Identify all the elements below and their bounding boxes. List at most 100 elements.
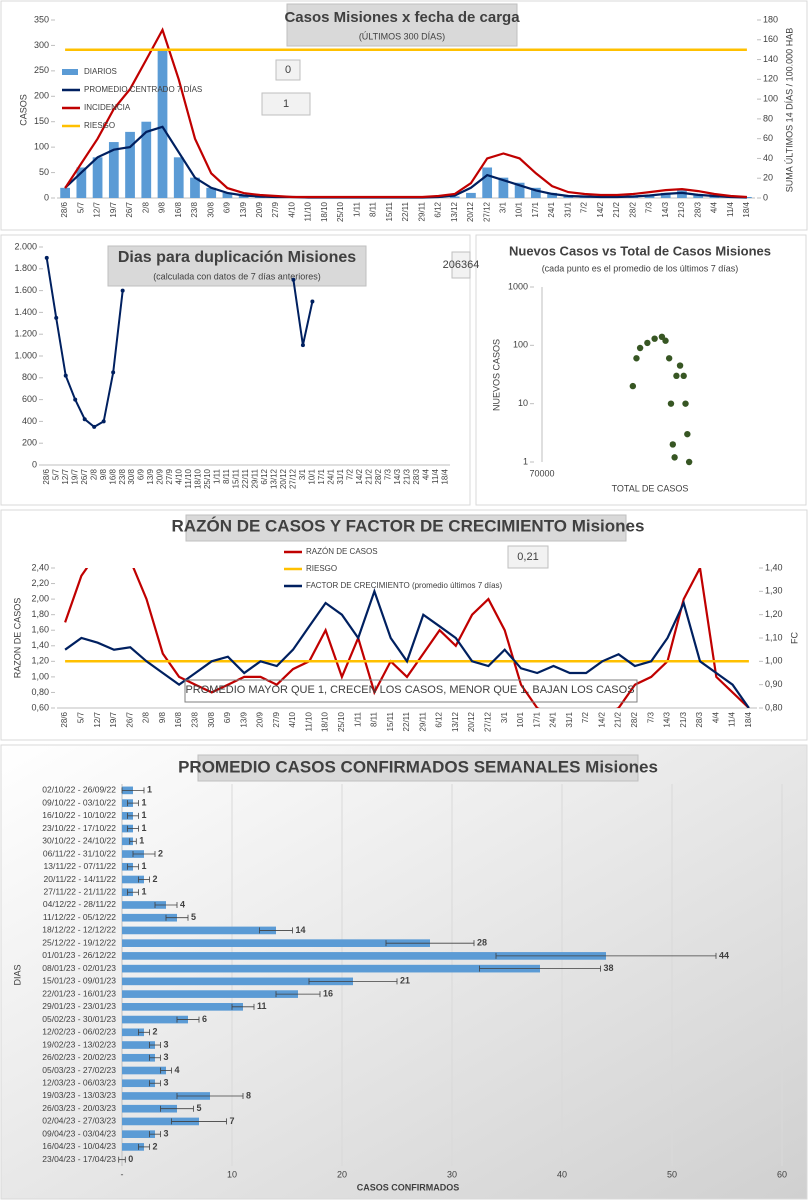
x-tick-label: 28/3 [695, 711, 704, 727]
bar [238, 195, 249, 198]
y-tick-label: 20 [763, 173, 773, 183]
y-tick-label: 12/03/23 - 06/03/23 [42, 1077, 116, 1087]
y-tick-label: 05/02/23 - 30/01/23 [42, 1014, 116, 1024]
x-tick-label: 5/7 [76, 201, 85, 213]
point [54, 315, 59, 320]
y-tick-label: 0,60 [31, 702, 49, 712]
x-tick-label: 3/1 [298, 468, 307, 480]
legend-label: INCIDENCIA [84, 103, 131, 112]
y-tick-label: 1.600 [14, 285, 37, 295]
x-tick-label: 20 [337, 1169, 347, 1179]
x-axis-label: CASOS CONFIRMADOS [357, 1182, 460, 1192]
y-tick-label: 180 [763, 14, 778, 24]
y-tick-label: 10 [518, 398, 528, 408]
data-label: 21 [400, 976, 410, 986]
y-tick-label: 25/12/22 - 19/12/22 [42, 937, 116, 947]
point [44, 255, 49, 260]
x-tick-label: 21/2 [364, 468, 373, 484]
bar [530, 187, 541, 198]
x-tick-label: 24/1 [327, 468, 336, 484]
x-tick-label: 2/8 [142, 711, 151, 723]
y-tick-label: 02/10/22 - 26/09/22 [42, 785, 116, 795]
point [682, 400, 689, 407]
y-tick-label: 50 [39, 167, 49, 177]
bar [122, 913, 177, 922]
y-tick-label: 60 [763, 133, 773, 143]
y-tick-label: 600 [22, 394, 37, 404]
bar [76, 167, 87, 198]
data-label: 3 [164, 1039, 169, 1049]
x-tick-label: 14/3 [663, 711, 672, 727]
bar [122, 875, 144, 884]
x-tick-label: 4/4 [421, 468, 430, 480]
x-tick-label: 70000 [529, 468, 554, 478]
x-tick-label: 26/7 [80, 468, 89, 484]
line [64, 27, 747, 199]
x-tick-label: 12/7 [93, 201, 102, 217]
bar [482, 167, 493, 198]
x-tick-label: 24/1 [547, 201, 556, 217]
x-tick-label: 1/11 [353, 711, 362, 727]
point [310, 299, 315, 304]
x-tick-label: 27/9 [165, 468, 174, 484]
value-box-label: 0,21 [517, 551, 538, 563]
y-tick-label: 11/12/22 - 05/12/22 [43, 912, 116, 922]
x-tick-label: 13/9 [146, 468, 155, 484]
x-tick-label: 24/1 [549, 711, 558, 727]
y-tick-label: 26/02/23 - 20/02/23 [42, 1052, 116, 1062]
y-tick-label: 19/02/23 - 13/02/23 [42, 1039, 116, 1049]
bar [122, 1053, 155, 1062]
x-tick-label: 6/12 [260, 468, 269, 484]
y-tick-label: 0 [763, 192, 768, 202]
x-tick-label: 18/4 [742, 201, 751, 217]
x-tick-label: 4/10 [288, 711, 297, 727]
y-tick-label: 09/10/22 - 03/10/22 [42, 797, 116, 807]
x-tick-label: 21/3 [402, 468, 411, 484]
bar [498, 177, 509, 198]
point [120, 288, 125, 293]
x-tick-label: 9/8 [99, 468, 108, 480]
y-tick-label: 19/03/23 - 13/03/23 [42, 1090, 116, 1100]
y-tick-label: 200 [22, 438, 37, 448]
x-tick-label: 31/1 [565, 711, 574, 727]
title-box [197, 754, 639, 782]
y-tick-label: 29/01/23 - 23/01/23 [42, 1001, 116, 1011]
value-box [451, 251, 471, 279]
line [64, 587, 750, 708]
x-tick-label: 5/7 [77, 711, 86, 723]
x-tick-label: 19/7 [109, 711, 118, 727]
chart-title: RAZÓN DE CASOS Y FACTOR DE CRECIMIENTO M… [172, 516, 645, 535]
x-tick-label: 21/2 [612, 201, 621, 217]
x-tick-label: 29/11 [418, 711, 427, 731]
x-tick-label: 18/4 [440, 468, 449, 484]
y-tick-label: 0 [44, 192, 49, 202]
point [667, 400, 675, 407]
bar [122, 926, 276, 935]
y-tick-label: 1,00 [31, 671, 49, 681]
value-box [275, 59, 301, 81]
y-tick-label: 250 [34, 65, 49, 75]
x-tick-label: 50 [667, 1169, 677, 1179]
y-tick-label: 1,80 [31, 609, 49, 619]
x-tick-label: 20/12 [279, 468, 288, 489]
bar [222, 192, 233, 198]
y-tick-label: 2,00 [31, 593, 49, 603]
x-tick-label: 13/12 [451, 711, 460, 732]
x-tick-label: 4/10 [287, 201, 296, 217]
y-tick-label: 1,30 [765, 586, 783, 596]
data-label: 1 [142, 887, 147, 897]
x-tick-label: 29/11 [417, 201, 426, 221]
y-tick-label: 350 [34, 14, 49, 24]
y-tick-label: 140 [763, 54, 778, 64]
x-tick-label: 14/3 [661, 201, 670, 217]
y-tick-label: 1.400 [14, 307, 37, 317]
bar [466, 192, 476, 198]
x-tick-label: 27/9 [271, 201, 280, 217]
x-tick-label: 20/12 [466, 201, 475, 222]
y-tick-label: 27/11/22 - 21/11/22 [44, 886, 117, 896]
point [651, 335, 658, 342]
x-tick-label: 60 [777, 1169, 787, 1179]
x-tick-label: 23/8 [190, 711, 199, 727]
x-tick-label: 20/9 [156, 468, 165, 484]
x-tick-label: 5/7 [51, 468, 60, 480]
